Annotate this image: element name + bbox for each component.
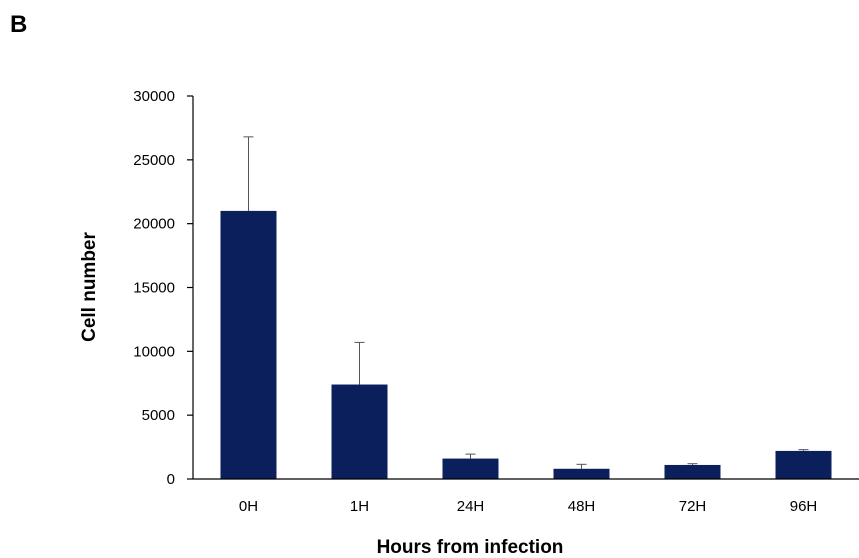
error-bar-72H (687, 463, 698, 465)
x-axis-title: Hours from infection (377, 537, 564, 558)
error-bar-96H (798, 449, 809, 451)
x-tick-label: 1H (350, 498, 369, 515)
error-bar-48H (576, 463, 587, 469)
y-tick-label: 10000 (133, 343, 175, 360)
y-axis-title: Cell number (79, 232, 100, 342)
error-bar-24H (465, 453, 476, 459)
x-tick-label: 48H (568, 498, 596, 515)
bar-96H (775, 450, 832, 479)
y-tick-label: 30000 (133, 88, 175, 105)
y-tick-label: 5000 (142, 407, 175, 424)
panel-label: B (10, 11, 27, 38)
x-tick-label: 24H (457, 498, 485, 515)
bar-0H (220, 210, 277, 479)
error-bar-1H (354, 341, 365, 385)
x-tick-label: 0H (239, 498, 258, 515)
error-bars (243, 136, 809, 469)
bar-48H (553, 468, 610, 479)
bar-24H (442, 458, 499, 479)
y-tick-label: 25000 (133, 152, 175, 169)
bars (220, 210, 832, 479)
y-tick-label: 20000 (133, 216, 175, 233)
x-tick-label: 72H (679, 498, 707, 515)
x-tick-label: 96H (790, 498, 818, 515)
error-bar-0H (243, 136, 254, 211)
y-tick-label: 15000 (133, 280, 175, 297)
x-axis-ticks: 0H 1H 24H 48H 72H 96H (239, 498, 817, 515)
bar-72H (664, 464, 721, 479)
bar-1H (331, 384, 388, 479)
y-axis-ticks: 0 5000 10000 15000 20000 25000 30000 (133, 88, 193, 488)
y-tick-label: 0 (167, 471, 175, 488)
